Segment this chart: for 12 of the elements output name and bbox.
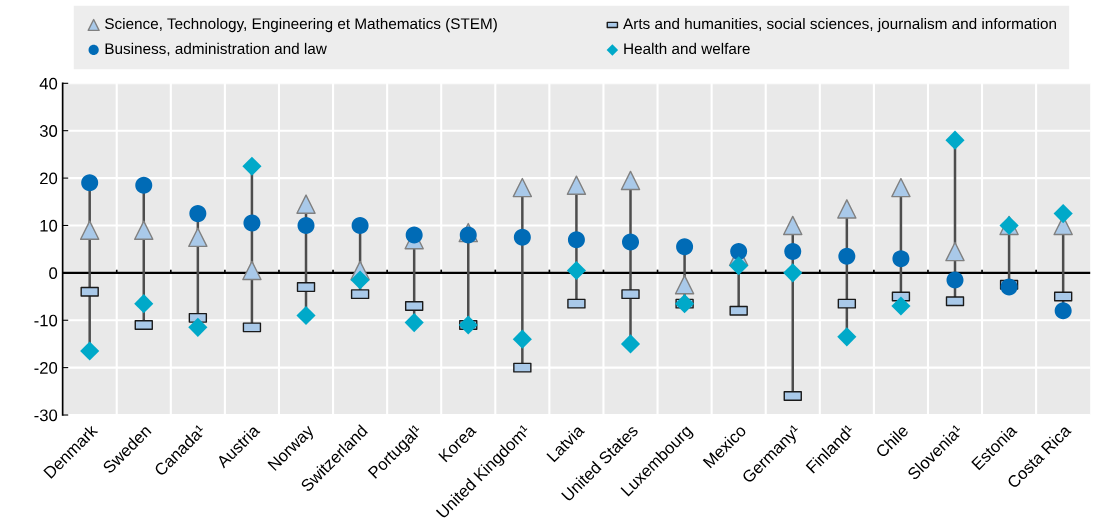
legend-label: Science, Technology, Engineering et Mathematics (STEM) — [105, 17, 497, 33]
y-tick-label: 20 — [40, 172, 58, 185]
y-tick-label: -10 — [34, 314, 58, 327]
legend-label: Health and welfare — [624, 42, 750, 55]
legend-label: Arts and humanities, social sciences, journalism and information — [623, 17, 1056, 33]
legend-label: Business, administration and law — [105, 42, 327, 56]
y-tick-label: 0 — [49, 267, 58, 280]
y-tick-label: 10 — [40, 219, 58, 232]
y-tick-label: 30 — [39, 125, 58, 137]
y-tick-label: 40 — [39, 77, 58, 90]
y-tick-label: -20 — [34, 362, 58, 374]
y-tick-label: -30 — [34, 409, 58, 422]
